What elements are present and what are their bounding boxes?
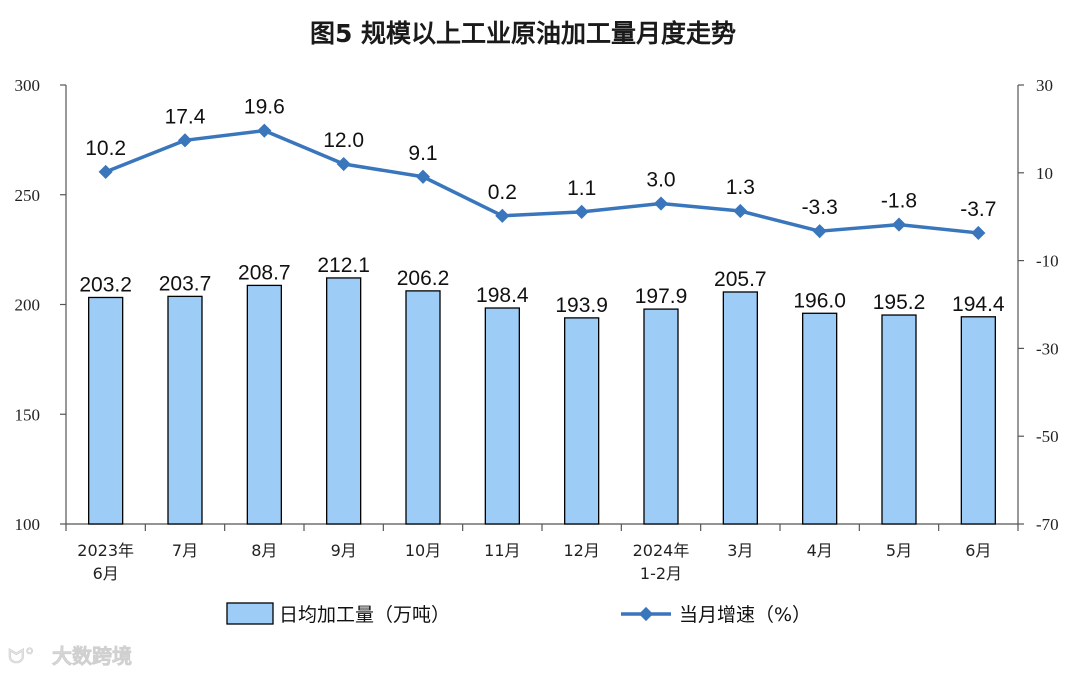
line-point (891, 217, 907, 232)
legend-line-marker (638, 606, 654, 622)
line-point (812, 224, 827, 239)
right-tick-label: -30 (1036, 339, 1059, 358)
left-tick-label: 250 (15, 186, 41, 205)
bar (167, 295, 203, 525)
line-value-label: 1.3 (726, 176, 755, 199)
bar-value-label: 206.2 (397, 267, 450, 290)
x-tick-label: 10月 (405, 541, 441, 560)
x-tick-label: 9月 (331, 541, 357, 560)
watermark-logo-icon: ᗢ° (8, 644, 35, 668)
watermark: ᗢ° 大数跨境 (8, 644, 133, 669)
line-value-label: 19.6 (244, 96, 285, 119)
x-tick-label: 3月 (727, 541, 753, 560)
bar-value-label: 208.7 (238, 261, 291, 284)
line-point (177, 133, 193, 148)
line-value-label: 0.2 (488, 181, 517, 204)
bar (405, 290, 441, 525)
x-tick-label: 11月 (484, 541, 520, 560)
x-tick-label: 6月 (965, 541, 991, 560)
line-point (495, 208, 510, 223)
line-value-label: 1.1 (567, 177, 596, 200)
bar-value-label: 203.2 (79, 273, 132, 296)
left-tick-label: 200 (15, 296, 41, 315)
bar-value-label: 193.9 (555, 294, 608, 317)
x-tick-label: 8月 (251, 541, 277, 560)
line-point (98, 164, 113, 179)
x-tick-label: 12月 (563, 541, 599, 560)
right-tick-label: 10 (1036, 164, 1053, 183)
bar-value-label: 197.9 (635, 285, 688, 308)
left-tick-label: 300 (15, 76, 41, 95)
bar (564, 317, 600, 525)
x-tick-label: 5月 (886, 541, 912, 560)
bar-value-label: 212.1 (317, 254, 370, 277)
right-tick-label: -50 (1036, 427, 1059, 446)
line-point (574, 204, 589, 219)
line-point (653, 196, 669, 211)
line-point (257, 123, 272, 138)
bar-value-label: 196.0 (793, 289, 846, 312)
x-tick-label: 7月 (172, 541, 198, 560)
x-tick-label: 4月 (807, 541, 833, 560)
legend-bar-swatch (226, 602, 274, 625)
bar (88, 296, 124, 525)
right-tick-label: 30 (1036, 76, 1053, 95)
line-point (415, 169, 431, 184)
x-tick-label: 2024年 (633, 541, 690, 560)
line-value-label: 10.2 (85, 137, 126, 160)
bar-value-label: 198.4 (476, 284, 529, 307)
bar (722, 291, 758, 525)
chart-title: 图5 规模以上工业原油加工量月度走势 (310, 19, 736, 48)
watermark-text: 大数跨境 (52, 644, 132, 668)
left-tick-label: 100 (15, 515, 41, 534)
x-tick-label: 2023年 (77, 541, 134, 560)
line-point (336, 156, 351, 172)
line-value-label: 3.0 (646, 169, 675, 192)
bar (643, 308, 679, 525)
legend-line-label: 当月增速（%） (679, 604, 811, 626)
x-tick-label: 1-2月 (640, 564, 682, 583)
bar-value-label: 203.7 (159, 272, 212, 295)
bar (246, 284, 282, 525)
line-point (971, 225, 986, 241)
line-value-label: -3.7 (960, 198, 996, 221)
line-value-label: 9.1 (408, 142, 437, 165)
axes: 100 150 200 250 300 -70 -50 -30 -10 10 30 2023年 6月 7月… (15, 76, 1059, 583)
right-tick-label: -10 (1036, 252, 1059, 271)
line-value-label: -1.8 (881, 190, 917, 213)
bar (326, 277, 362, 525)
x-tick-label: 6月 (93, 564, 119, 583)
bar (881, 314, 917, 525)
bars: 203.2 203.7 208.7 212.1 206.2 198.4 193.9 197.9… (79, 254, 1005, 525)
bar (960, 316, 996, 525)
bar-value-label: 205.7 (714, 268, 767, 291)
bar-value-label: 194.4 (952, 293, 1005, 316)
bar (802, 312, 838, 525)
line-value-label: -3.3 (802, 196, 838, 219)
legend-bar-label: 日均加工量（万吨） (279, 604, 450, 626)
line-point (733, 203, 748, 219)
right-tick-label: -70 (1036, 515, 1059, 534)
bar-value-label: 195.2 (873, 291, 926, 314)
left-tick-label: 150 (15, 405, 41, 424)
bar (484, 307, 520, 525)
growth-line: 10.2 17.4 19.6 12.0 9.1 0.2 1.1 3.0 1.3 -3.3 -1.8 -… (85, 96, 996, 241)
line-value-label: 12.0 (323, 129, 364, 152)
line-value-label: 17.4 (165, 105, 206, 128)
legend: 日均加工量（万吨） 当月增速（%） (226, 602, 811, 626)
growth-line-path (105, 128, 979, 235)
